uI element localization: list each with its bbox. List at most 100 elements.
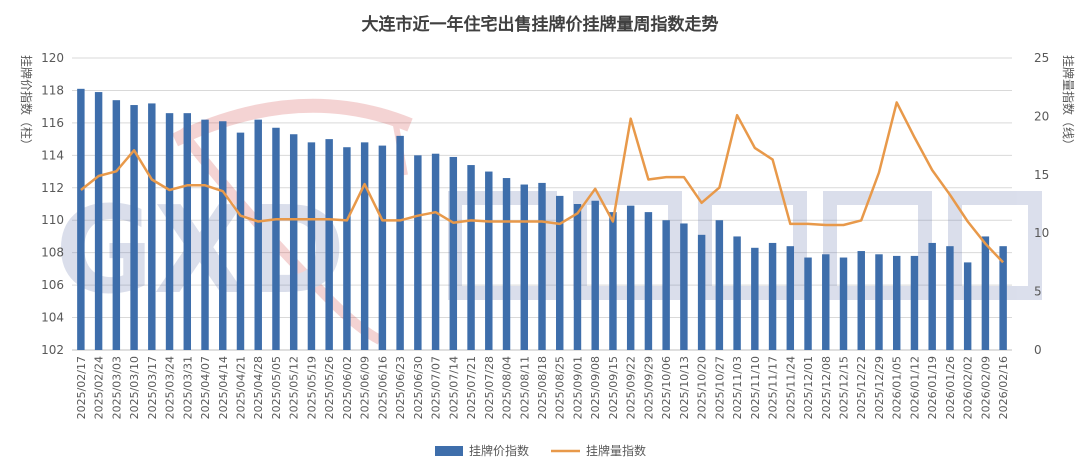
price-index-bar [467, 165, 475, 350]
x-tick-label: 2025/11/10 [749, 356, 762, 419]
x-tick-label: 2025/06/30 [412, 356, 425, 419]
price-index-bar [662, 220, 670, 350]
price-index-bar [485, 171, 493, 350]
price-index-bar [219, 121, 227, 351]
price-index-bar [201, 119, 209, 351]
price-index-bar [928, 242, 936, 350]
price-index-bar [325, 139, 333, 350]
price-index-bar [751, 247, 759, 350]
left-tick-label: 102 [41, 343, 64, 357]
x-tick-label: 2026/01/19 [926, 356, 939, 419]
x-tick-label: 2025/05/26 [323, 356, 336, 419]
right-tick-label: 20 [1034, 109, 1049, 123]
price-index-bar [538, 182, 546, 350]
x-tick-label: 2025/03/10 [128, 356, 141, 419]
price-index-bar [680, 223, 688, 350]
x-tick-label: 2025/09/22 [625, 356, 638, 419]
left-tick-label: 118 [41, 83, 64, 97]
x-tick-label: 2025/07/14 [447, 356, 460, 419]
x-tick-label: 2025/05/12 [288, 356, 301, 419]
right-tick-label: 10 [1034, 226, 1049, 240]
price-index-bar [431, 153, 440, 350]
x-tick-label: 2025/05/19 [305, 356, 318, 419]
x-tick-label: 2025/06/23 [394, 356, 407, 419]
x-tick-label: 2025/08/18 [536, 356, 549, 419]
x-tick-label: 2025/10/27 [713, 356, 726, 419]
right-axis-label: 挂牌量指数（线） [1061, 55, 1076, 151]
left-tick-label: 114 [41, 148, 64, 162]
price-index-bars [77, 88, 1007, 351]
x-tick-label: 2026/01/12 [908, 356, 921, 419]
price-index-bar [289, 134, 298, 350]
left-tick-label: 120 [41, 51, 64, 65]
x-tick-label: 2025/09/29 [642, 356, 655, 419]
x-tick-label: 2025/04/28 [252, 356, 265, 419]
x-tick-label: 2026/01/05 [891, 356, 904, 419]
x-tick-label: 2025/12/01 [802, 356, 815, 419]
price-index-bar [449, 156, 458, 350]
price-index-bar [822, 254, 830, 350]
price-index-bar [94, 92, 103, 351]
price-index-bar [875, 254, 883, 350]
right-tick-label: 15 [1034, 168, 1049, 182]
price-index-bar [946, 246, 954, 350]
x-tick-label: 2026/01/26 [944, 356, 957, 419]
price-index-bar [733, 236, 741, 350]
left-tick-label: 110 [41, 213, 64, 227]
price-index-bar [360, 142, 369, 350]
x-tick-label: 2025/04/14 [217, 356, 230, 419]
legend: 挂牌价指数 挂牌量指数 [435, 443, 646, 458]
price-index-bar [254, 119, 262, 351]
price-index-bar [715, 220, 724, 350]
right-tick-label: 5 [1034, 285, 1042, 299]
x-tick-label: 2025/10/20 [696, 356, 709, 419]
price-index-bar [591, 200, 599, 350]
x-tick-label: 2025/12/15 [838, 356, 851, 419]
x-tick-label: 2025/11/03 [731, 356, 744, 419]
left-tick-label: 104 [41, 311, 64, 325]
left-axis-ticks: 102 104 106 108 110 112 114 116 118 120 [41, 51, 64, 357]
x-tick-label: 2025/11/17 [767, 356, 780, 419]
x-tick-label: 2025/07/28 [483, 356, 496, 419]
price-index-bar [183, 113, 192, 351]
price-index-bar [396, 135, 404, 350]
x-tick-label: 2025/05/05 [270, 356, 283, 419]
x-tick-label: 2026/02/16 [997, 356, 1010, 419]
price-index-bar [130, 105, 138, 351]
x-tick-label: 2025/09/15 [607, 356, 620, 419]
x-tick-label: 2025/02/17 [75, 356, 88, 419]
x-tick-label: 2025/11/24 [784, 356, 797, 419]
right-axis-ticks: 0 5 10 15 20 25 [1034, 51, 1049, 357]
x-tick-label: 2026/02/02 [962, 356, 975, 419]
price-index-bar [609, 212, 617, 350]
x-tick-label: 2025/12/22 [855, 356, 868, 419]
price-index-bar [981, 236, 990, 350]
price-index-bar [626, 205, 635, 350]
x-tick-label: 2025/10/13 [678, 356, 691, 419]
price-index-bar [556, 195, 564, 350]
x-tick-label: 2025/03/17 [146, 356, 159, 419]
left-tick-label: 108 [41, 246, 64, 260]
x-tick-label: 2025/03/24 [164, 356, 177, 419]
x-tick-label: 2025/12/08 [820, 356, 833, 419]
price-index-bar [573, 204, 582, 350]
price-index-bar [910, 255, 919, 350]
price-index-bar [77, 88, 85, 351]
x-tick-label: 2025/08/04 [501, 356, 514, 419]
x-tick-label: 2025/02/24 [93, 356, 106, 419]
price-index-bar [148, 103, 156, 350]
listing-count-line [80, 101, 1005, 264]
x-tick-label: 2025/08/11 [518, 356, 531, 419]
x-tick-label: 2025/03/31 [181, 356, 194, 419]
left-axis-label: 挂牌价指数（柱） [19, 55, 34, 151]
price-index-bar [804, 257, 812, 350]
x-tick-label: 2025/06/16 [376, 356, 389, 419]
listing-count-polyline [80, 101, 1005, 264]
legend-label-line: 挂牌量指数 [586, 443, 646, 458]
x-tick-label: 2025/12/29 [873, 356, 886, 419]
price-index-bar [165, 113, 174, 351]
x-tick-label: 2025/10/06 [660, 356, 673, 419]
price-index-bar [307, 142, 316, 350]
